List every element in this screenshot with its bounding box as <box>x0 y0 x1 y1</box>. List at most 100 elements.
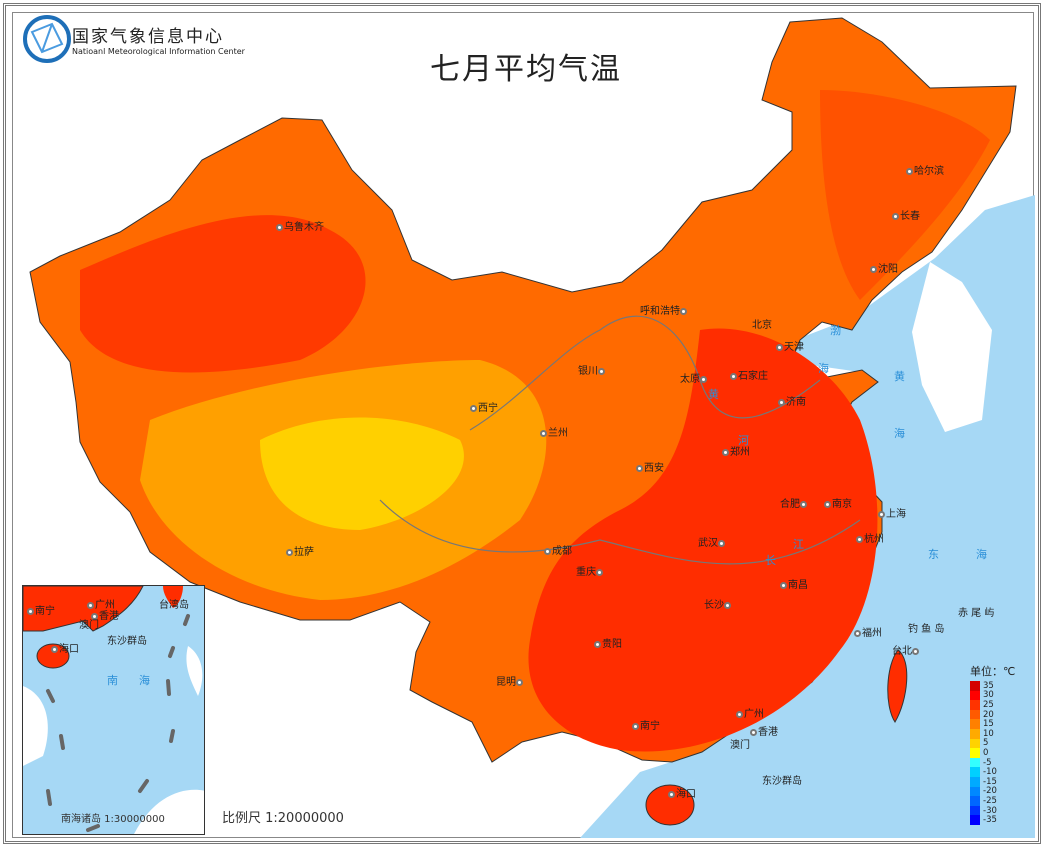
legend-label: 35 <box>983 680 994 691</box>
city-label: 合肥 <box>780 499 808 511</box>
city-label: 兰州 <box>540 428 568 440</box>
city-label: 西宁 <box>470 403 498 415</box>
legend-item: 25 <box>966 700 1026 710</box>
legend-label: -20 <box>983 786 997 797</box>
korea-land <box>912 262 992 432</box>
legend-item: -10 <box>966 767 1026 777</box>
city-label: 贵阳 <box>594 639 622 651</box>
legend-item: -35 <box>966 815 1026 825</box>
logo-en-text: Natioanl Meteorological Information Cent… <box>72 47 245 56</box>
city-dot-icon <box>800 500 807 508</box>
island-label: 钓 鱼 岛 <box>908 624 945 635</box>
city-dot-icon <box>730 372 737 380</box>
inset-label: 台湾岛 <box>159 600 189 611</box>
legend-swatch <box>970 805 980 816</box>
city-dot-icon <box>854 629 861 637</box>
legend-swatch <box>970 700 980 710</box>
legend-swatch <box>970 709 980 720</box>
city-dot-icon <box>27 607 34 615</box>
inset-city-label: 海口 <box>51 644 79 656</box>
city-dot-icon <box>776 343 783 351</box>
legend-label: 15 <box>983 719 994 730</box>
inset-city-label: 澳门 <box>79 620 99 631</box>
legend-item: 35 <box>966 681 1026 691</box>
inset-label: 东沙群岛 <box>107 636 147 647</box>
legend-swatch <box>970 757 980 768</box>
river-label: 长 <box>765 554 776 567</box>
legend-label: 20 <box>983 709 994 720</box>
city-dot-icon <box>906 167 913 175</box>
legend-label: 30 <box>983 690 994 701</box>
legend-item: 15 <box>966 719 1026 729</box>
city-dot-icon <box>470 404 477 412</box>
hot-zone-east <box>528 328 878 752</box>
inset-city-label: 南宁 <box>27 606 55 618</box>
legend-label: -30 <box>983 805 997 816</box>
city-dot-icon <box>878 510 885 518</box>
south-china-sea-inset: 南宁 广州 香港 澳门 海口 台湾岛 东沙群岛 南 海 南海诸岛 1:30000… <box>22 585 205 835</box>
city-label: 郑州 <box>722 447 750 459</box>
city-dot-icon <box>870 265 877 273</box>
legend-swatch <box>970 690 980 701</box>
city-label: 南宁 <box>632 721 660 733</box>
legend-swatch <box>970 767 980 777</box>
legend-label: -10 <box>983 767 997 778</box>
city-label: 海口 <box>668 789 696 801</box>
sea-label: 海 <box>818 362 829 375</box>
warm-zone-xinjiang <box>80 215 366 373</box>
city-dot-icon <box>700 375 707 383</box>
legend-swatch <box>970 776 980 787</box>
legend-item: -20 <box>966 786 1026 797</box>
sea-label: 东 <box>928 548 939 561</box>
legend-label: -35 <box>983 815 997 826</box>
city-label: 杭州 <box>856 534 884 546</box>
inset-sea-label: 海 <box>139 674 150 687</box>
city-dot-icon <box>778 398 785 406</box>
city-dot-icon <box>722 448 729 456</box>
nmic-logo: 国家气象信息中心 Natioanl Meteorological Informa… <box>22 14 245 64</box>
city-dot-icon <box>87 601 94 609</box>
legend-label: 0 <box>983 747 989 758</box>
city-dot-icon <box>824 500 831 508</box>
legend-item: -25 <box>966 796 1026 806</box>
city-dot-icon <box>912 647 919 655</box>
legend-swatch <box>970 786 980 797</box>
city-dot-icon <box>632 722 639 730</box>
legend-swatch <box>970 738 980 749</box>
legend-swatch <box>970 728 980 739</box>
legend-item: 10 <box>966 729 1026 739</box>
city-label: 南京 <box>824 499 852 511</box>
river-label: 黄 <box>708 388 719 401</box>
island-label: 赤 尾 屿 <box>958 608 995 619</box>
city-label: 广州 <box>736 709 764 721</box>
legend-label: -25 <box>983 795 997 806</box>
city-label: 北京 <box>752 320 772 331</box>
legend-item: -15 <box>966 777 1026 787</box>
legend-unit: 单位：℃ <box>970 665 1016 678</box>
city-dot-icon <box>91 612 98 620</box>
temperature-legend: 单位：℃ 35 30 25 20 15 10 5 0 -5 -10 -15 -20 -25 -30 -35 <box>966 663 1026 825</box>
legend-label: 25 <box>983 699 994 710</box>
city-label: 澳门 <box>730 740 750 751</box>
city-label: 银川 <box>578 366 606 378</box>
city-label: 天津 <box>776 342 804 354</box>
outer-frame <box>3 3 1041 844</box>
city-label: 重庆 <box>576 567 604 579</box>
sea-label: 海 <box>894 427 905 440</box>
city-label: 太原 <box>680 374 708 386</box>
city-label: 台北 <box>892 646 920 658</box>
city-dot-icon <box>680 307 687 315</box>
city-label: 香港 <box>750 727 778 739</box>
legend-label: -15 <box>983 776 997 787</box>
city-dot-icon <box>540 429 547 437</box>
city-dot-icon <box>750 728 757 736</box>
city-label: 上海 <box>878 509 906 521</box>
city-dot-icon <box>724 601 731 609</box>
yangtze-river <box>379 499 861 565</box>
city-label: 南昌 <box>780 580 808 592</box>
city-dot-icon <box>544 547 551 555</box>
logo-cn-text: 国家气象信息中心 <box>72 27 224 47</box>
hainan-island <box>645 784 695 826</box>
city-dot-icon <box>636 464 643 472</box>
